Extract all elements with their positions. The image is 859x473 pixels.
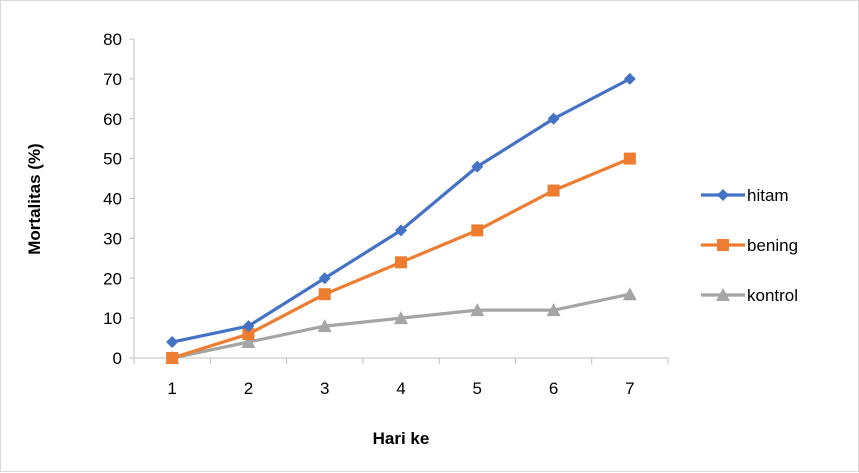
- data-point-kontrol: [470, 303, 485, 317]
- legend-item-bening: bening: [701, 236, 798, 255]
- data-point-bening: [623, 152, 636, 165]
- legend-marker-icon: [717, 239, 729, 251]
- data-point-bening: [471, 224, 484, 237]
- data-point-hitam: [242, 320, 255, 333]
- series-hitam: [166, 72, 636, 349]
- y-tick-label: 40: [103, 190, 122, 209]
- data-point-hitam: [395, 224, 407, 237]
- data-point-bening: [242, 328, 255, 341]
- y-tick-label: 30: [103, 229, 122, 248]
- data-point-hitam: [547, 112, 560, 125]
- data-point-kontrol: [241, 335, 256, 349]
- legend: hitam bening kontrol: [701, 186, 798, 305]
- axes-layer: 0 10 20 30 40 50 60 70 80 1 2 3 4 5 6 7: [103, 30, 669, 398]
- data-point-kontrol: [622, 287, 637, 301]
- series-bening: [166, 152, 636, 364]
- data-point-bening: [547, 184, 560, 197]
- y-tick-label: 80: [103, 30, 122, 49]
- y-axis-title: Mortalitas (%): [25, 143, 44, 254]
- y-tick-label: 60: [103, 110, 122, 129]
- x-tick-label: 3: [320, 379, 329, 398]
- data-point-hitam: [318, 272, 331, 285]
- x-tick-label: 1: [167, 379, 176, 398]
- y-tick-label: 10: [103, 309, 122, 328]
- x-axis-title: Hari ke: [373, 429, 430, 448]
- data-point-kontrol: [394, 311, 408, 325]
- data-point-bening: [395, 256, 407, 269]
- x-tick-label: 7: [625, 379, 634, 398]
- legend-item-kontrol: kontrol: [701, 286, 798, 305]
- y-tick-label: 50: [103, 150, 122, 169]
- data-point-hitam: [166, 336, 179, 349]
- legend-marker-icon: [716, 288, 730, 301]
- series-layer: [165, 72, 637, 364]
- data-point-bening: [318, 288, 331, 301]
- y-tick-label: 70: [103, 70, 122, 89]
- data-point-kontrol: [317, 319, 332, 333]
- x-tick-label: 6: [549, 379, 558, 398]
- y-tick-label: 20: [103, 269, 122, 288]
- series-line-hitam: [170, 77, 632, 344]
- legend-label: hitam: [747, 186, 789, 205]
- legend-label: kontrol: [747, 286, 798, 305]
- data-point-hitam: [623, 72, 636, 85]
- legend-label: bening: [747, 236, 798, 255]
- x-tick-label: 2: [244, 379, 253, 398]
- legend-item-hitam: hitam: [701, 186, 789, 205]
- data-point-hitam: [471, 160, 484, 173]
- legend-marker-icon: [717, 189, 729, 201]
- data-point-kontrol: [546, 303, 561, 317]
- x-tick-label: 4: [396, 379, 405, 398]
- series-kontrol: [165, 287, 637, 364]
- x-tick-label: 5: [473, 379, 482, 398]
- data-point-bening: [166, 352, 179, 364]
- y-tick-label: 0: [113, 349, 122, 368]
